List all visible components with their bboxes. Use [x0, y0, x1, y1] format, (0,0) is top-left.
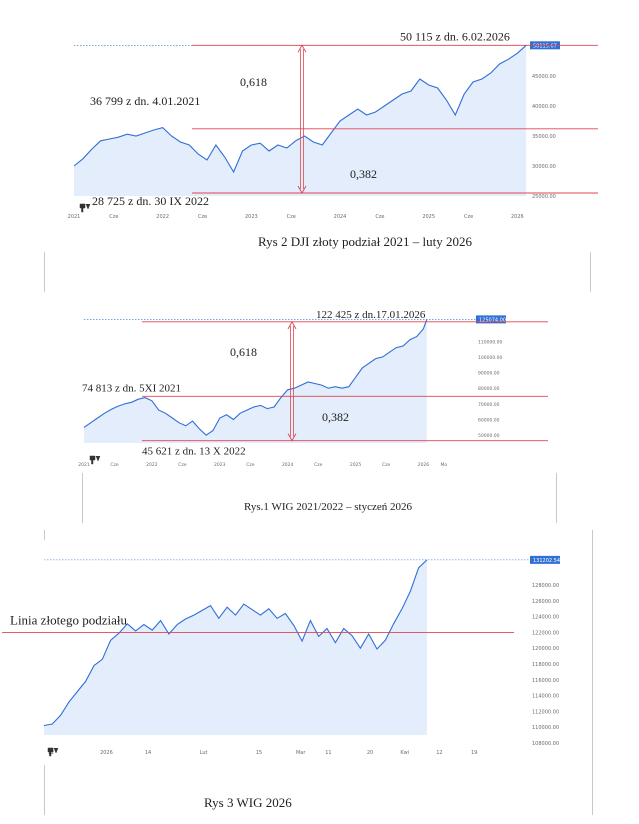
dji-x-tick-label: Cze	[287, 214, 296, 220]
wig3-x-tick-label: Lut	[200, 750, 208, 756]
wig3-y-tick-label: 108000.00	[532, 741, 559, 747]
dji-x-tick-label: Cze	[109, 214, 118, 220]
separator-line-right-1	[590, 252, 591, 292]
wig1-x-tick-label: 2024	[282, 462, 294, 468]
wig1-y-tick-label: 70000.00	[478, 402, 500, 408]
dji-x-tick-label: 2023	[245, 214, 258, 220]
dji-last-price-label: 50115.67	[533, 43, 557, 49]
wig3-area-fill	[44, 559, 427, 735]
wig1-y-tick-label: 50000.00	[478, 433, 500, 439]
wig3-y-tick-label: 114000.00	[532, 694, 559, 700]
dji-fib-level-label: 50 115 z dn. 6.02.2026	[400, 29, 510, 43]
dji-tv-logo-icon	[79, 203, 91, 213]
wig1-last-price-label: 125074.00	[479, 317, 506, 323]
separator-line-right-2	[556, 473, 557, 523]
separator-line-left-1	[44, 252, 45, 292]
wig3-x-tick-label: 12	[436, 750, 442, 756]
dji-x-tick-label: 2022	[156, 214, 169, 220]
wig3-y-tick-label: 116000.00	[532, 678, 559, 684]
wig3-series-line	[43, 559, 428, 727]
wig1-x-tick-label: 2023	[214, 462, 226, 468]
wig3-y-tick-label: 122000.00	[532, 630, 559, 636]
wig1-y-tick-label: 90000.00	[478, 371, 500, 377]
dji-fib-ratio-label: 0,618	[240, 75, 267, 89]
wig3-y-tick-label: 110000.00	[532, 725, 559, 731]
wig1-x-tick-label: Cze	[178, 462, 187, 468]
wig3-x-tick-label: Kwi	[400, 750, 409, 756]
wig3-x-tick-label: 14	[145, 750, 151, 756]
wig1-x-tick-label: Cze	[382, 462, 391, 468]
separator-line-left-2	[82, 473, 83, 523]
wig3-x-tick-label: 2026	[100, 750, 113, 756]
dji-x-tick-label: Cze	[198, 214, 207, 220]
wig3-x-tick-label: 19	[471, 750, 477, 756]
dji-x-tick-label: 2021	[68, 214, 81, 220]
wig3-x-tick-label: Mar	[296, 750, 306, 756]
wig1-x-tick-label: Cze	[314, 462, 323, 468]
wig1-x-tick-label: 2021	[78, 462, 90, 468]
wig3-x-tick-label: 20	[367, 750, 373, 756]
wig1-fib-level-label: 122 425 z dn.17.01.2026	[316, 309, 426, 321]
dji-fib-level-label: 36 799 z dn. 4.01.2021	[90, 94, 200, 108]
wig1-y-tick-label: 60000.00	[478, 418, 500, 424]
wig1-fib-ratio-label: 0,382	[322, 410, 349, 424]
wig1-x-tick-label: 2025	[350, 462, 362, 468]
wig1-area-fill	[84, 319, 427, 443]
wig3-tv-logo-icon	[47, 747, 59, 757]
wig1-x-tick-label: Cze	[110, 462, 119, 468]
dji-arrow-head-bottom	[297, 185, 307, 194]
wig1-x-tick-label: 2026	[418, 462, 430, 468]
wig-long-chart-svg: 110000.00 100000.00 90000.00 80000.00 70000.…	[78, 309, 548, 468]
wig-2026-caption: Rys 3 WIG 2026	[204, 795, 292, 810]
wig1-arrow-head-bottom	[287, 433, 297, 442]
wig3-x-tick-label: 15	[256, 750, 262, 756]
wig-long-caption: Rys.1 WIG 2021/2022 – styczeń 2026	[244, 501, 413, 513]
wig-2026-chart: 128000.00 126000.00 124000.00 122000.00 1200…	[0, 540, 590, 765]
wig1-tv-logo-icon	[89, 455, 101, 465]
dji-x-tick-label: 2026	[511, 214, 524, 220]
dji-x-tick-label: Cze	[464, 214, 473, 220]
dji-y-tick-label: 45000.00	[532, 74, 556, 80]
dji-x-tick-label: Cze	[375, 214, 384, 220]
dji-y-tick-label: 40000.00	[532, 104, 556, 110]
wig1-last-price-tag	[476, 315, 506, 324]
wig3-y-tick-label: 112000.00	[532, 709, 559, 715]
separator-line-right-3	[592, 530, 593, 815]
dji-y-tick-label: 30000.00	[532, 164, 556, 170]
wig-2026-chart-svg: 128000.00 126000.00 124000.00 122000.00 1200…	[2, 555, 560, 757]
wig1-y-tick-label: 80000.00	[478, 386, 500, 392]
dji-arrow-head-top	[297, 44, 307, 53]
wig3-y-tick-label: 118000.00	[532, 662, 559, 668]
dji-fib-ratio-label: 0,382	[350, 167, 377, 181]
dji-x-tick-label: 2024	[334, 214, 347, 220]
wig3-y-tick-label: 120000.00	[532, 646, 559, 652]
wig-long-chart: 110000.00 100000.00 90000.00 80000.00 70000.…	[78, 298, 552, 473]
wig1-x-tick-label: Mo	[440, 462, 447, 468]
dji-chart-svg: 45000.00 40000.00 35000.00 30000.00 25000.00…	[68, 29, 598, 220]
dji-area-fill	[74, 45, 527, 196]
wig1-x-tick-label: 2022	[146, 462, 158, 468]
wig3-last-price-tag	[530, 555, 560, 564]
dji-caption: Rys 2 DJI złoty podział 2021 – luty 2026	[258, 234, 472, 249]
wig1-fib-ratio-label: 0,618	[230, 345, 257, 359]
wig3-y-tick-label: 124000.00	[532, 615, 559, 621]
wig1-y-tick-label: 110000.00	[478, 339, 502, 345]
dji-y-tick-label: 35000.00	[532, 134, 556, 140]
wig3-y-tick-label: 126000.00	[532, 599, 559, 605]
wig1-fib-level-label: 45 621 z dn. 13 X 2022	[142, 446, 246, 458]
wig1-x-tick-label: Cze	[246, 462, 255, 468]
wig1-series-line	[83, 319, 428, 436]
wig1-arrow-head-top	[287, 320, 297, 330]
wig3-x-tick-label: 11	[325, 750, 331, 756]
dji-y-tick-label: 25000.00	[532, 194, 556, 200]
wig3-fib-level-label: Linia złotego podziału	[10, 612, 127, 627]
dji-x-tick-label: 2025	[422, 214, 435, 220]
dji-chart: 45000.00 40000.00 35000.00 30000.00 25000.00…	[68, 18, 598, 230]
wig3-last-price-label: 131202.54	[533, 558, 560, 564]
wig3-y-tick-label: 128000.00	[532, 583, 559, 589]
wig1-fib-level-label: 74 813 z dn. 5XI 2021	[82, 382, 181, 394]
wig1-y-tick-label: 100000.00	[478, 355, 502, 361]
dji-fib-level-label: 28 725 z dn. 30 IX 2022	[92, 194, 209, 208]
